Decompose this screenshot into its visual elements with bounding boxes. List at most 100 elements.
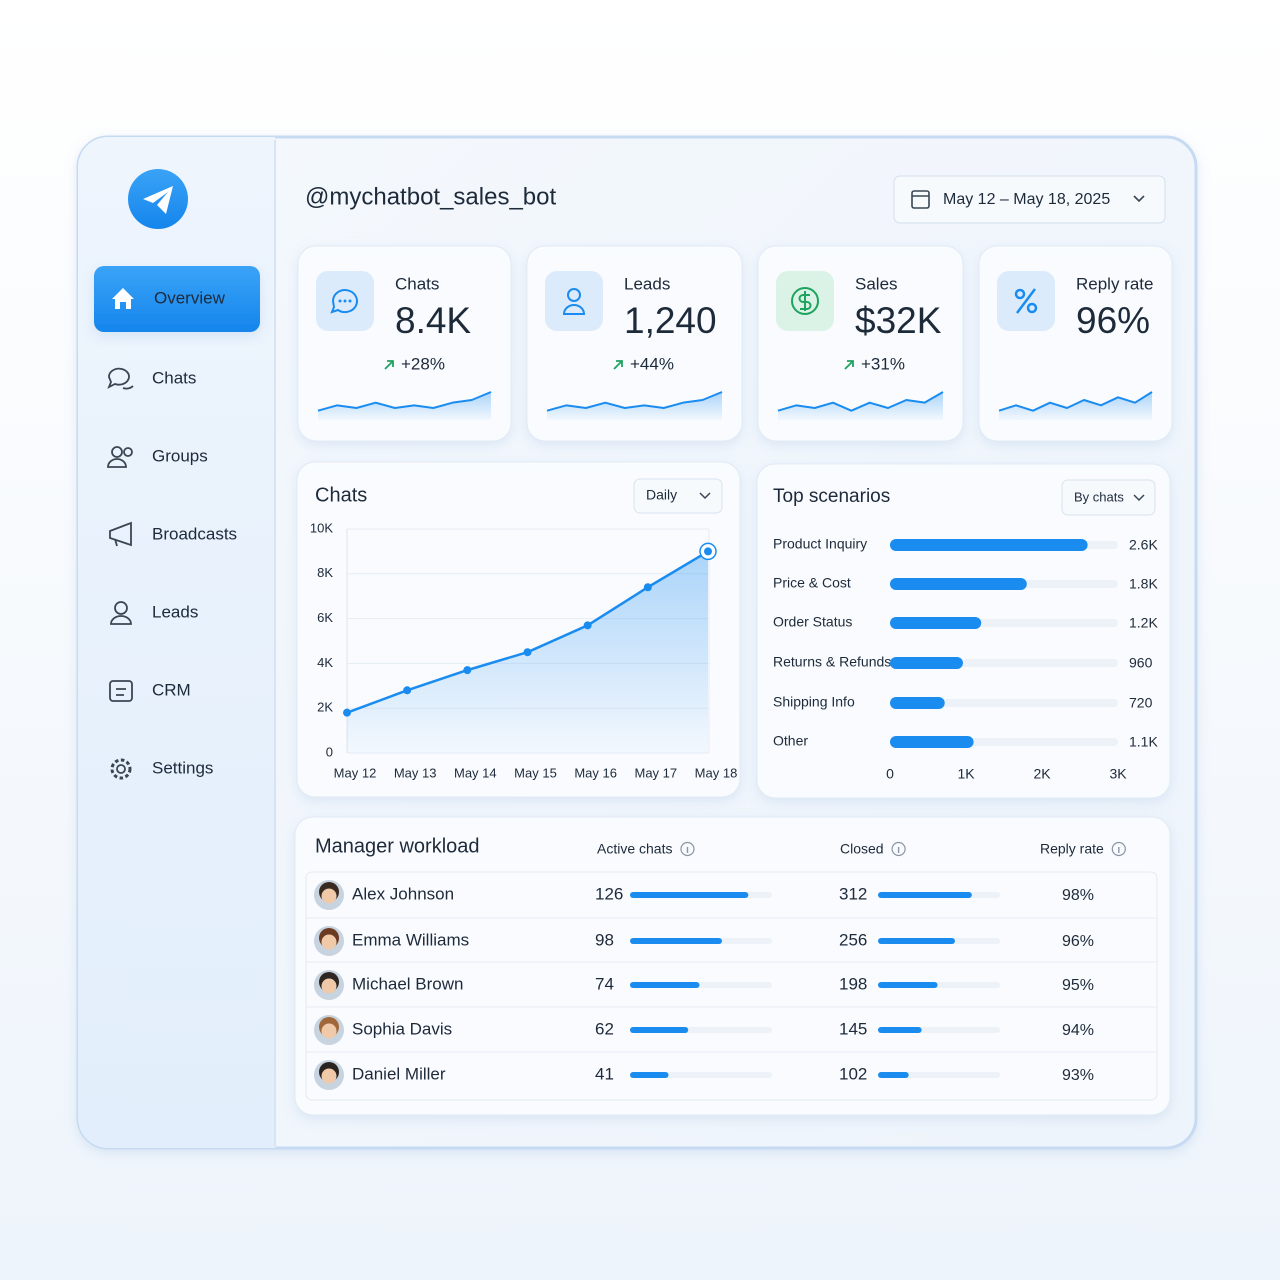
- bar-track: [878, 1072, 1000, 1078]
- avatar-face: [321, 978, 337, 994]
- icon: [1014, 288, 1026, 300]
- column-header: Closed: [840, 841, 884, 857]
- reply-rate: 96%: [1062, 933, 1094, 950]
- icon: [348, 299, 352, 303]
- nav-item[interactable]: Chats: [107, 367, 196, 390]
- point: [523, 648, 532, 657]
- nav-label[interactable]: Overview: [154, 288, 226, 307]
- logo: [128, 169, 188, 229]
- icon: [109, 680, 133, 702]
- x-tick-label: May 18: [695, 765, 738, 780]
- kpi-label: Chats: [395, 274, 439, 293]
- nav-label[interactable]: Groups: [152, 446, 208, 465]
- nav-item[interactable]: Leads: [110, 601, 198, 625]
- kpi-change: +31%: [861, 354, 905, 373]
- nav-label[interactable]: Chats: [152, 368, 196, 387]
- nav-item[interactable]: Overview: [94, 266, 260, 332]
- manager-name: Emma Williams: [352, 930, 469, 949]
- nav-label[interactable]: Leads: [152, 602, 198, 621]
- nav-label[interactable]: Broadcasts: [152, 524, 237, 543]
- icon: [343, 299, 347, 303]
- icon: [1016, 288, 1036, 314]
- x-tick-label: May 16: [574, 765, 617, 780]
- info-icon: [1111, 841, 1126, 857]
- active-chats: 74: [595, 974, 614, 993]
- bar: [630, 1027, 689, 1033]
- kpi-change: +28%: [401, 354, 445, 373]
- dropdown-label[interactable]: Daily: [646, 487, 677, 503]
- date-range[interactable]: May 12 – May 18, 2025: [943, 191, 1110, 208]
- closed-chats: 312: [839, 884, 867, 903]
- y-tick-label: 6K: [317, 610, 333, 625]
- category-label: Other: [773, 733, 808, 749]
- icon: [123, 447, 133, 457]
- dropdown[interactable]: [1061, 479, 1156, 516]
- bar: [890, 578, 1027, 590]
- sparkline: [317, 391, 492, 412]
- x-tick-label: May 12: [334, 765, 377, 780]
- icon: [112, 288, 134, 309]
- chevron: [1133, 494, 1145, 502]
- kpi-label: Sales: [855, 274, 898, 293]
- active-chats: 41: [595, 1064, 614, 1083]
- icon: [109, 521, 132, 547]
- point: [704, 547, 712, 556]
- dropdown[interactable]: [633, 478, 723, 514]
- change-arrow: [613, 360, 623, 370]
- avatar-face: [321, 1068, 337, 1084]
- nav-item[interactable]: Settings: [110, 758, 213, 780]
- active-chats: 126: [595, 884, 623, 903]
- x-tick-label: 1K: [957, 766, 975, 782]
- nav-item[interactable]: Broadcasts: [109, 521, 237, 547]
- x-tick-label: 3K: [1109, 766, 1127, 782]
- icon: [1026, 302, 1038, 314]
- kpi-value: 8.4K: [395, 300, 471, 341]
- date-picker[interactable]: May 12 – May 18, 2025: [893, 175, 1166, 224]
- point: [583, 621, 592, 630]
- category-label: Shipping Info: [773, 694, 855, 710]
- category-label: Price & Cost: [773, 575, 851, 591]
- value-label: 1.1K: [1129, 734, 1158, 750]
- period-dropdown[interactable]: Daily: [633, 478, 723, 514]
- chart-title: Chats: [315, 484, 367, 506]
- icon: [791, 287, 819, 315]
- column-header: Reply rate: [1040, 841, 1104, 857]
- bar: [878, 892, 972, 898]
- sparkline: [546, 391, 723, 412]
- kpi-label: Reply rate: [1076, 274, 1153, 293]
- icon: [107, 458, 127, 468]
- change-arrow: [384, 360, 394, 370]
- kpi-change: +44%: [630, 354, 674, 373]
- closed-chats: 198: [839, 974, 867, 993]
- bar-track: [890, 699, 1118, 707]
- icon: [562, 304, 586, 315]
- icon: [107, 367, 130, 389]
- y-tick-label: 4K: [317, 655, 333, 670]
- nav-item[interactable]: Groups: [107, 446, 208, 468]
- avatar-face: [321, 934, 337, 950]
- value-label: 720: [1129, 695, 1153, 711]
- value-label: 960: [1129, 655, 1153, 671]
- manager-name: Sophia Davis: [352, 1019, 452, 1038]
- reply-rate: 95%: [1062, 977, 1094, 994]
- manager-name: Alex Johnson: [352, 884, 454, 903]
- nav-label[interactable]: CRM: [152, 680, 191, 699]
- sort-dropdown[interactable]: By chats: [1061, 479, 1156, 516]
- avatar-face: [321, 1023, 337, 1039]
- category-label: Order Status: [773, 614, 852, 630]
- info-icon: [891, 841, 906, 857]
- nav-item[interactable]: CRM: [109, 680, 191, 702]
- icon: [798, 291, 812, 311]
- nav-active-bg[interactable]: [94, 266, 260, 332]
- y-tick-label: 10K: [310, 520, 333, 535]
- table-card: [294, 816, 1171, 1116]
- nav-label[interactable]: Settings: [152, 758, 213, 777]
- bar: [890, 736, 974, 748]
- x-tick-label: May 14: [454, 765, 497, 780]
- dropdown-label[interactable]: By chats: [1074, 489, 1124, 504]
- point: [643, 583, 652, 592]
- kpi-value: 96%: [1076, 300, 1150, 341]
- value-label: 1.8K: [1129, 576, 1158, 592]
- bar: [878, 1072, 909, 1078]
